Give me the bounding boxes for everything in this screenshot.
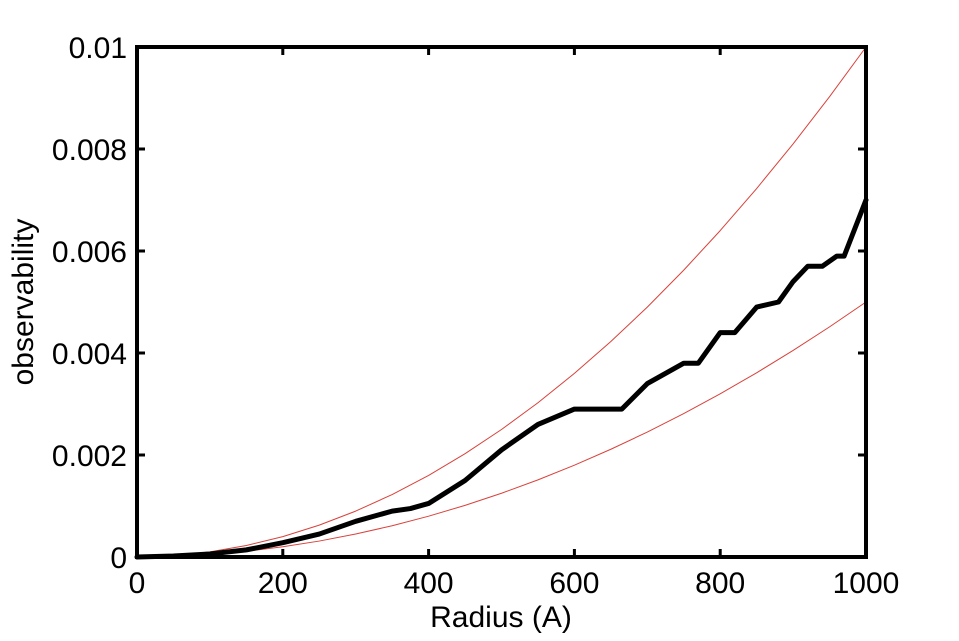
y-tick-label: 0.004 [52,338,127,371]
x-tick-label: 400 [404,567,454,600]
x-tick-label: 1000 [833,567,900,600]
y-tick-label: 0.008 [52,134,127,167]
x-tick-label: 600 [549,567,599,600]
x-tick-label: 800 [695,567,745,600]
y-tick-label: 0.002 [52,440,127,473]
x-tick-label: 200 [258,567,308,600]
y-axis-label: observability [7,219,40,386]
y-tick-label: 0 [110,542,127,575]
y-tick-label: 0.01 [69,32,127,65]
x-axis-label: Radius (A) [430,601,572,634]
data-line [136,46,867,558]
y-tick-label: 0.006 [52,236,127,269]
x-tick-label: 0 [129,567,146,600]
plot-frame [135,45,868,559]
data-line [134,197,869,560]
